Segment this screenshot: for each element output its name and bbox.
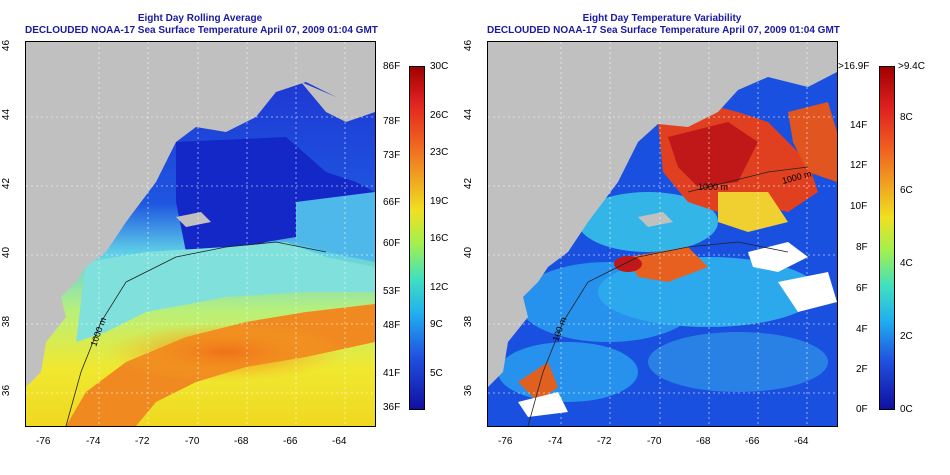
right-gridlines xyxy=(488,42,837,426)
right-ytick-38: 38 xyxy=(463,315,475,328)
left-cb-c-5: 5C xyxy=(430,368,443,379)
left-cape-cod xyxy=(176,212,211,227)
left-title-line1: Eight Day Rolling Average xyxy=(137,13,263,24)
right-title-line2: DECLOUDED NOAA-17 Sea Surface Temperatur… xyxy=(487,25,840,36)
left-xtick-66: -66 xyxy=(283,436,298,447)
left-ytick-36: 36 xyxy=(1,384,13,397)
right-variability-map: 1000 m 1000 m 100 m xyxy=(487,41,838,427)
right-cb-c-max: >9.4C xyxy=(898,61,925,72)
right-xtick-68: -68 xyxy=(696,436,711,447)
left-ytick-44: 44 xyxy=(1,108,13,121)
left-cb-f-86: 86F xyxy=(383,61,401,72)
right-basin-contour xyxy=(687,166,809,193)
right-ytick-42: 42 xyxy=(463,177,475,190)
right-cloud-mask xyxy=(518,242,837,417)
left-cb-f-53: 53F xyxy=(383,286,401,297)
right-cb-f-6: 6F xyxy=(856,283,868,294)
right-xtick-72: -72 xyxy=(597,436,612,447)
left-cb-f-78: 78F xyxy=(383,116,401,127)
right-cb-c-0: 0C xyxy=(900,404,913,415)
left-nova-scotia xyxy=(301,82,375,122)
right-cb-f-10: 10F xyxy=(850,201,868,212)
left-ytick-42: 42 xyxy=(1,177,13,190)
left-cb-c-26: 26C xyxy=(430,110,449,121)
left-xtick-74: -74 xyxy=(86,436,101,447)
left-ytick-38: 38 xyxy=(1,315,13,328)
left-gridlines xyxy=(26,42,375,426)
left-ytick-46: 46 xyxy=(1,39,13,52)
right-cb-f-0: 0F xyxy=(856,404,868,415)
left-cb-c-19: 19C xyxy=(430,196,449,207)
left-slope-water xyxy=(296,192,375,262)
left-cb-c-30: 30C xyxy=(430,61,449,72)
left-cb-f-48: 48F xyxy=(383,320,401,331)
right-cb-f-14: 14F xyxy=(850,120,868,131)
right-ytick-40: 40 xyxy=(463,246,475,259)
left-cb-f-66: 66F xyxy=(383,197,401,208)
left-cb-c-9: 9C xyxy=(430,319,443,330)
right-contour-label-1: 1000 m xyxy=(698,182,728,192)
left-warm-core xyxy=(106,322,346,382)
right-ytick-46: 46 xyxy=(463,39,475,52)
right-high-variability xyxy=(518,102,837,402)
right-bathymetry-contour xyxy=(527,241,789,426)
left-colorbar xyxy=(409,66,425,410)
left-cb-c-23: 23C xyxy=(430,147,449,158)
right-cb-f-8: 8F xyxy=(856,242,868,253)
right-xtick-70: -70 xyxy=(647,436,662,447)
right-land xyxy=(488,42,837,387)
left-xtick-68: -68 xyxy=(234,436,249,447)
left-cb-f-73: 73F xyxy=(383,150,401,161)
right-cb-f-12: 12F xyxy=(850,160,868,171)
right-ytick-44: 44 xyxy=(463,108,475,121)
right-xtick-66: -66 xyxy=(745,436,760,447)
right-cb-f-4: 4F xyxy=(856,324,868,335)
right-cb-c-6: 6C xyxy=(900,185,913,196)
left-ytick-40: 40 xyxy=(1,246,13,259)
left-cb-c-16: 16C xyxy=(430,233,449,244)
right-cb-f-max: >16.9F xyxy=(838,61,870,72)
left-xtick-64: -64 xyxy=(332,436,347,447)
right-ytick-36: 36 xyxy=(463,384,475,397)
right-xtick-74: -74 xyxy=(548,436,563,447)
left-cb-c-12: 12C xyxy=(430,282,449,293)
right-cb-c-2: 2C xyxy=(900,331,913,342)
right-cb-f-2: 2F xyxy=(856,364,868,375)
left-title-line2: DECLOUDED NOAA-17 Sea Surface Temperatur… xyxy=(25,25,378,36)
right-cb-c-8: 8C xyxy=(900,112,913,123)
left-cb-f-36: 36F xyxy=(383,402,401,413)
right-title-line1: Eight Day Temperature Variability xyxy=(582,13,742,24)
left-land xyxy=(26,42,375,387)
left-sst-map: 1000 m xyxy=(25,41,376,427)
left-xtick-72: -72 xyxy=(135,436,150,447)
left-cb-f-41: 41F xyxy=(383,368,401,379)
right-xtick-76: -76 xyxy=(498,436,513,447)
right-colorbar xyxy=(879,66,895,410)
left-shelf-band xyxy=(76,242,375,342)
right-cb-c-4: 4C xyxy=(900,258,913,269)
left-cb-f-60: 60F xyxy=(383,238,401,249)
right-xtick-64: -64 xyxy=(794,436,809,447)
right-cape-cod xyxy=(638,212,673,227)
left-xtick-70: -70 xyxy=(185,436,200,447)
left-bathymetry-contour xyxy=(65,241,327,426)
left-xtick-76: -76 xyxy=(36,436,51,447)
